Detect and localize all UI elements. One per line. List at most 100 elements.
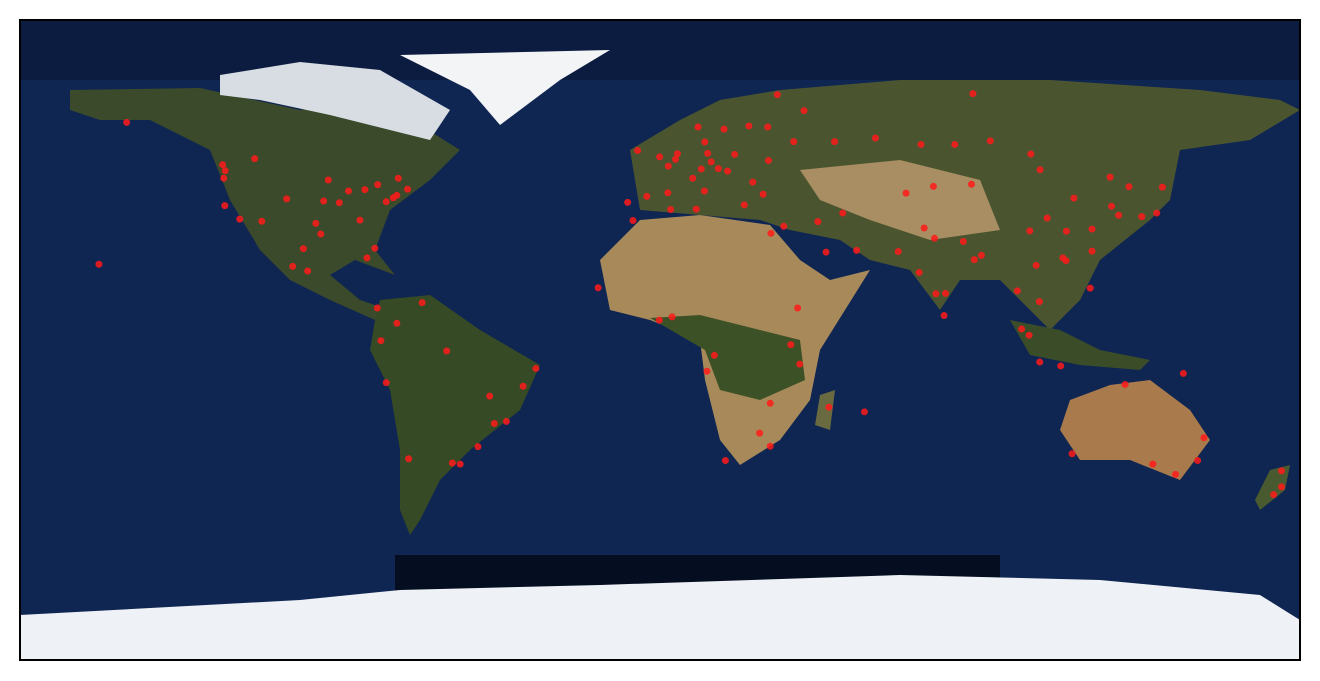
city-point	[860, 408, 868, 416]
city-point	[1278, 483, 1286, 491]
city-point	[871, 134, 879, 142]
city-point	[780, 222, 788, 230]
city-point	[1088, 225, 1096, 233]
city-point	[1121, 380, 1129, 388]
city-point	[959, 238, 967, 246]
city-point	[1059, 254, 1067, 262]
city-point	[1062, 227, 1070, 235]
central-asia	[800, 160, 1000, 240]
city-point	[790, 138, 798, 146]
city-point	[970, 256, 978, 264]
city-point	[324, 176, 332, 184]
city-point	[1036, 166, 1044, 174]
city-point	[764, 156, 772, 164]
city-point	[532, 364, 540, 372]
city-point	[902, 189, 910, 197]
city-point	[967, 180, 975, 188]
city-point	[673, 150, 681, 158]
greenland	[400, 50, 610, 125]
city-point	[1035, 298, 1043, 306]
city-point	[1086, 284, 1094, 292]
city-point	[418, 299, 426, 307]
city-point	[1115, 211, 1123, 219]
city-point	[1179, 369, 1187, 377]
city-point	[389, 194, 397, 202]
city-point	[655, 316, 663, 324]
city-point	[668, 313, 676, 321]
city-point	[749, 178, 757, 186]
city-point	[474, 443, 482, 451]
city-point	[800, 107, 808, 115]
city-point	[940, 311, 948, 319]
city-point	[814, 218, 822, 226]
arctic-islands	[220, 62, 450, 140]
city-point	[1194, 457, 1202, 465]
city-point	[1270, 491, 1278, 499]
city-point	[317, 230, 325, 238]
city-point	[335, 199, 343, 207]
city-point	[1153, 209, 1161, 217]
australia	[1060, 380, 1210, 480]
city-point	[221, 202, 229, 210]
city-point	[371, 244, 379, 252]
city-point	[707, 158, 715, 166]
city-point	[456, 460, 464, 468]
city-point	[853, 246, 861, 254]
city-point	[714, 165, 722, 173]
north-america	[70, 88, 460, 320]
city-point	[721, 457, 729, 465]
city-point	[664, 189, 672, 197]
city-point	[894, 247, 902, 255]
antarctica	[20, 575, 1300, 660]
city-point	[251, 155, 259, 163]
city-point	[634, 146, 642, 154]
city-point	[1018, 325, 1026, 333]
city-point	[766, 442, 774, 450]
city-point	[312, 219, 320, 227]
basemap	[19, 19, 1301, 661]
city-point	[986, 137, 994, 145]
city-point	[1013, 287, 1021, 295]
city-point	[1088, 247, 1096, 255]
city-point	[766, 399, 774, 407]
city-point	[822, 248, 830, 256]
city-point	[1043, 214, 1051, 222]
city-point	[594, 284, 602, 292]
city-point	[1032, 261, 1040, 269]
city-point	[283, 195, 291, 203]
city-point	[519, 382, 527, 390]
city-point	[977, 251, 985, 259]
city-point	[697, 165, 705, 173]
city-point	[1200, 434, 1208, 442]
city-point	[221, 167, 229, 175]
city-point	[1106, 173, 1114, 181]
city-point	[1278, 467, 1286, 475]
city-point	[448, 459, 456, 467]
city-point	[1070, 194, 1078, 202]
city-point	[756, 429, 764, 437]
city-point	[486, 392, 494, 400]
city-point	[258, 217, 266, 225]
city-point	[917, 140, 925, 148]
city-point	[95, 260, 103, 268]
city-point	[374, 181, 382, 189]
map-frame	[19, 19, 1301, 661]
city-point	[123, 118, 131, 126]
city-point	[831, 138, 839, 146]
city-point	[825, 403, 833, 411]
city-point	[1172, 470, 1180, 478]
city-point	[710, 351, 718, 359]
city-point	[930, 234, 938, 242]
city-point	[356, 216, 364, 224]
city-point	[951, 140, 959, 148]
city-point	[929, 182, 937, 190]
city-point	[796, 360, 804, 368]
city-point	[839, 209, 847, 217]
city-point	[759, 190, 767, 198]
city-point	[220, 174, 228, 182]
south-america	[370, 295, 540, 535]
city-point	[373, 304, 381, 312]
city-point	[304, 267, 312, 275]
city-point	[405, 455, 413, 463]
city-point	[393, 319, 401, 327]
